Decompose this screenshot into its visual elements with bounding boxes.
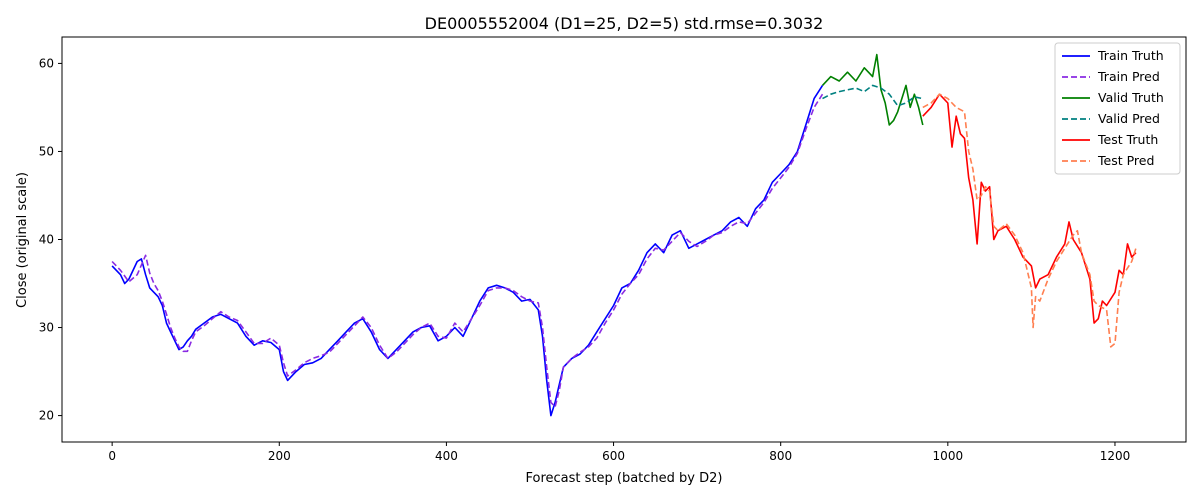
series-line-train-truth	[111, 84, 824, 417]
chart-title: DE0005552004 (D1=25, D2=5) std.rmse=0.30…	[425, 14, 824, 33]
y-tick-label: 20	[39, 409, 54, 423]
y-tick-label: 50	[39, 144, 54, 158]
legend: Train Truth Train Pred Valid Truth Valid Pr…	[1054, 42, 1181, 175]
series-layer	[111, 53, 1137, 417]
legend-entry-label: Test Truth	[1097, 132, 1158, 147]
x-tick-label: 400	[435, 449, 458, 463]
series-line-train-pred	[111, 93, 824, 408]
x-axis-ticks: 0 200 400 600 800 1000 1200	[108, 442, 1130, 463]
x-tick-label: 200	[268, 449, 291, 463]
x-tick-label: 800	[769, 449, 792, 463]
y-tick-label: 40	[39, 233, 54, 247]
legend-entry-label: Train Truth	[1097, 48, 1164, 63]
legend-box	[1054, 42, 1181, 175]
x-tick-label: 0	[108, 449, 116, 463]
legend-entry-label: Train Pred	[1097, 69, 1160, 84]
y-tick-label: 30	[39, 321, 54, 335]
y-tick-label: 60	[39, 56, 54, 70]
legend-entry-label: Test Pred	[1097, 153, 1154, 168]
y-axis-label: Close (original scale)	[15, 172, 30, 308]
series-line-valid-pred	[822, 84, 923, 107]
legend-entry-label: Valid Pred	[1098, 111, 1160, 126]
series-line-valid-truth	[821, 53, 924, 126]
series-line-test-pred	[922, 93, 1137, 348]
y-axis-ticks: 20 30 40 50 60	[39, 56, 62, 423]
legend-entry-label: Valid Truth	[1098, 90, 1164, 105]
x-tick-label: 1000	[933, 449, 964, 463]
plot-area	[61, 36, 1187, 443]
x-tick-label: 1200	[1100, 449, 1131, 463]
x-axis-label: Forecast step (batched by D2)	[526, 471, 723, 486]
series-line-test-truth	[922, 93, 1137, 324]
x-tick-label: 600	[602, 449, 625, 463]
